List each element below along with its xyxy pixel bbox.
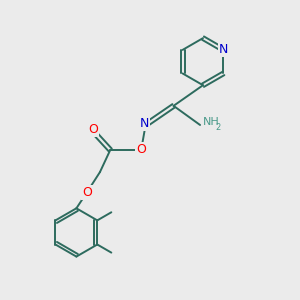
Text: O: O: [88, 123, 98, 136]
Text: 2: 2: [215, 122, 220, 131]
Text: NH: NH: [202, 117, 219, 127]
Text: N: N: [219, 44, 228, 56]
Text: N: N: [140, 117, 149, 130]
Text: O: O: [136, 143, 146, 157]
Text: O: O: [82, 186, 92, 199]
